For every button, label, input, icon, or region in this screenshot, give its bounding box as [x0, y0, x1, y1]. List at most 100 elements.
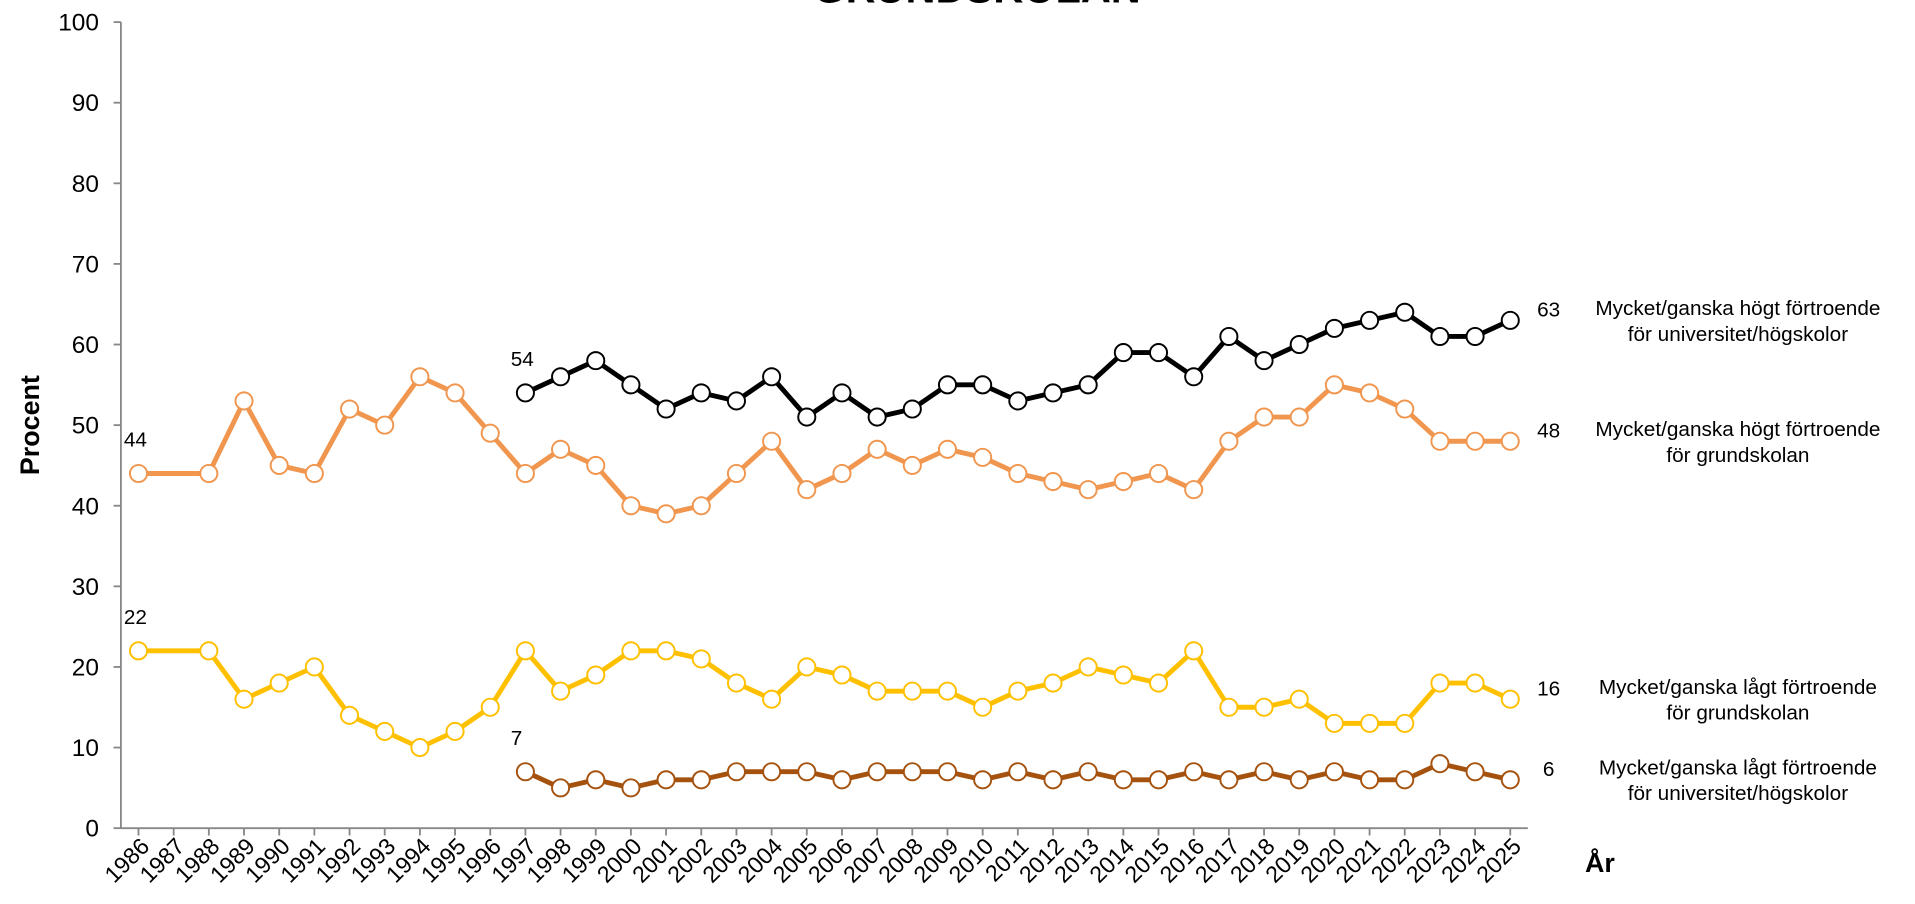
marker — [1324, 318, 1344, 338]
marker — [973, 447, 993, 467]
marker — [1219, 431, 1239, 451]
marker — [128, 463, 149, 484]
marker — [902, 399, 922, 419]
marker — [797, 480, 817, 500]
marker — [762, 367, 782, 387]
marker — [973, 770, 993, 790]
legend-entry: Mycket/ganska högt förtroende för grunds… — [1595, 418, 1880, 467]
marker — [234, 391, 254, 411]
legend-entry: Mycket/ganska lågt förtroende för univer… — [1599, 757, 1877, 806]
marker — [304, 463, 324, 484]
marker — [1219, 770, 1239, 790]
marker — [1184, 480, 1204, 500]
marker — [1078, 762, 1098, 782]
marker — [340, 705, 360, 725]
marker — [937, 762, 958, 782]
marker — [269, 673, 289, 693]
marker — [832, 463, 852, 484]
legend-entry: Mycket/ganska högt förtroende för univer… — [1595, 297, 1880, 346]
marker — [1324, 375, 1344, 395]
marker — [867, 681, 887, 701]
marker — [1254, 407, 1274, 427]
start-value-label: 54 — [511, 348, 534, 371]
marker — [1395, 399, 1415, 419]
marker — [1113, 472, 1133, 492]
marker — [1360, 310, 1380, 330]
end-value-label: 63 — [1537, 299, 1560, 322]
marker — [621, 375, 641, 395]
marker — [551, 439, 571, 459]
marker — [1043, 770, 1063, 790]
marker — [1008, 463, 1028, 484]
marker — [551, 778, 571, 798]
start-value-label: 44 — [124, 429, 147, 452]
marker — [1500, 770, 1520, 790]
marker — [1078, 657, 1098, 677]
marker — [199, 641, 219, 661]
marker — [1148, 770, 1169, 790]
marker — [1289, 770, 1309, 790]
marker — [726, 762, 746, 782]
marker — [691, 649, 711, 669]
marker — [1465, 431, 1485, 451]
legend-label: Mycket/ganska lågt förtroende för grunds… — [1598, 675, 1877, 725]
marker — [1465, 673, 1485, 693]
marker — [234, 689, 254, 709]
marker — [1254, 762, 1274, 782]
y-tick-label: 70 — [72, 251, 99, 278]
series-line — [138, 374, 1511, 517]
marker — [1184, 762, 1204, 782]
marker — [586, 455, 606, 475]
marker — [902, 762, 922, 782]
marker — [1113, 343, 1133, 363]
marker — [973, 697, 993, 717]
marker — [410, 367, 430, 387]
marker — [1500, 310, 1520, 330]
start-value-label: 22 — [124, 606, 147, 629]
marker — [1043, 472, 1063, 492]
chart-title: GRUNDSKOLAN — [813, 0, 1141, 12]
marker — [1043, 673, 1063, 693]
marker — [867, 762, 887, 782]
marker — [867, 439, 887, 459]
marker — [832, 665, 852, 685]
marker — [480, 423, 500, 443]
y-tick-label: 0 — [85, 816, 99, 843]
y-tick-label: 10 — [72, 735, 99, 762]
marker — [1113, 665, 1133, 685]
marker — [1395, 713, 1415, 733]
y-tick-label: 20 — [72, 654, 99, 681]
marker — [1148, 463, 1169, 484]
end-value-label: 6 — [1543, 758, 1555, 781]
marker — [1219, 697, 1239, 717]
marker — [551, 681, 571, 701]
marker — [586, 665, 606, 685]
marker — [691, 383, 711, 403]
marker — [445, 721, 465, 741]
y-tick-label: 60 — [72, 332, 99, 359]
marker — [340, 399, 360, 419]
y-tick-label: 100 — [58, 10, 99, 37]
y-tick-label: 30 — [72, 574, 99, 601]
marker — [937, 439, 958, 459]
marker — [621, 496, 641, 516]
marker — [410, 738, 430, 758]
marker — [726, 463, 746, 484]
marker — [1008, 391, 1028, 411]
marker — [1500, 689, 1520, 709]
y-tick-label: 90 — [72, 90, 99, 117]
marker — [656, 770, 676, 790]
marker — [1008, 681, 1028, 701]
marker — [1184, 641, 1204, 661]
marker — [656, 641, 676, 661]
marker — [656, 504, 676, 524]
marker — [1324, 762, 1344, 782]
marker — [445, 383, 465, 403]
marker — [1430, 326, 1450, 346]
marker — [1254, 697, 1274, 717]
marker — [1465, 762, 1485, 782]
start-value-label: 7 — [511, 727, 523, 750]
marker — [832, 383, 852, 403]
